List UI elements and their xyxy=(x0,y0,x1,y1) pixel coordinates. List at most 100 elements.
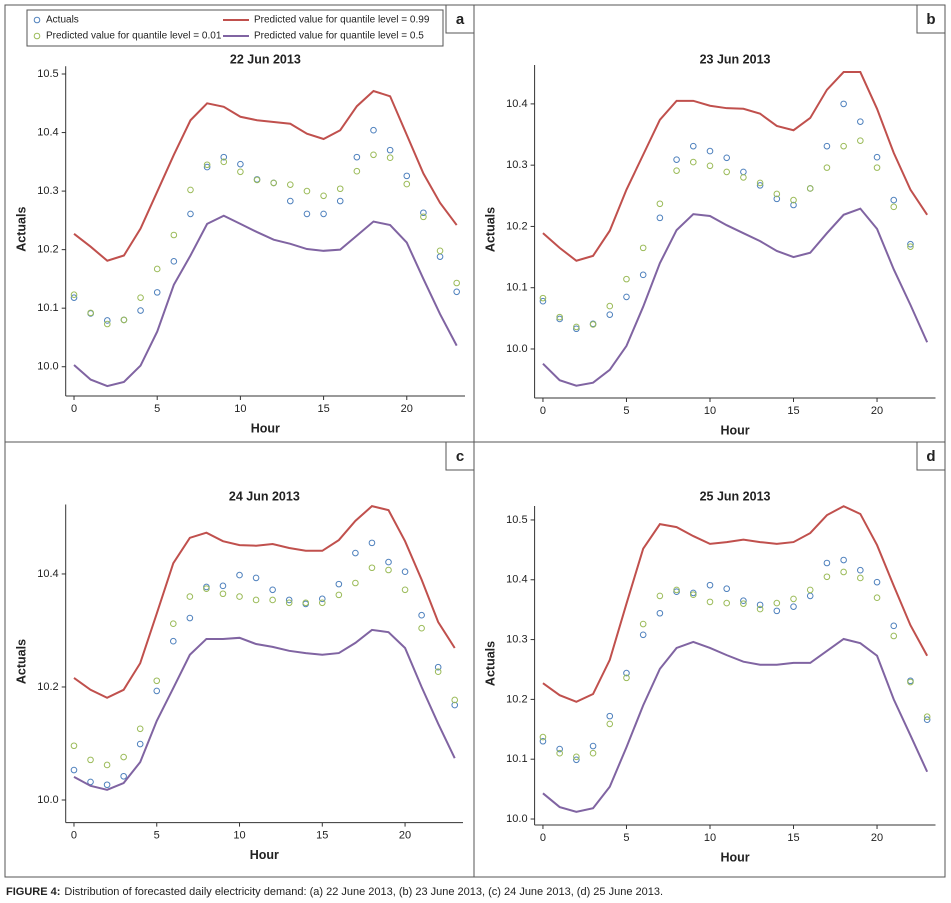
data-point xyxy=(335,580,343,588)
data-point xyxy=(70,766,78,774)
y-tick-label: 10.4 xyxy=(506,98,527,110)
data-point xyxy=(573,323,580,331)
data-point xyxy=(873,153,881,161)
data-point xyxy=(740,597,747,604)
data-point xyxy=(170,637,177,645)
data-point xyxy=(823,164,831,171)
data-point xyxy=(606,311,614,318)
x-tick-label: 5 xyxy=(623,405,629,417)
x-tick-label: 15 xyxy=(787,832,799,844)
legend-box xyxy=(26,9,444,47)
panel: 0 5 10 15 20 10.0 10.1 10.2 10.3 10.4 10.5 25 Jun 2… xyxy=(483,441,946,864)
data-point xyxy=(706,598,714,606)
data-point xyxy=(252,574,260,582)
data-point xyxy=(573,756,580,764)
y-tick-label: 10.0 xyxy=(506,813,527,825)
panel-label: b xyxy=(926,11,935,28)
data-point xyxy=(253,176,261,184)
y-axis-label: Actuals xyxy=(14,639,28,684)
data-point xyxy=(120,772,127,780)
panel: 0 5 10 15 20 10.0 10.1 10.2 10.3 10.4 10.5 22 Jun 2… xyxy=(14,4,475,435)
data-point xyxy=(639,244,647,252)
data-point xyxy=(740,174,747,181)
data-point xyxy=(353,153,361,161)
data-point xyxy=(287,181,294,188)
y-tick-label: 10.2 xyxy=(506,220,527,232)
data-point xyxy=(790,196,797,204)
data-point xyxy=(385,566,392,574)
caption: FIGURE 4: Distribution of forecasted dail… xyxy=(6,886,663,898)
data-point xyxy=(806,185,814,192)
data-point xyxy=(723,154,730,162)
data-point xyxy=(539,737,547,745)
data-point xyxy=(385,558,392,566)
y-tick-label: 10.0 xyxy=(506,343,527,355)
data-point xyxy=(639,271,647,279)
data-point xyxy=(352,549,359,557)
data-point xyxy=(120,316,128,324)
series-line xyxy=(542,637,929,813)
data-point xyxy=(589,749,597,757)
data-point xyxy=(840,142,847,150)
data-point xyxy=(773,607,781,615)
data-point xyxy=(773,599,781,607)
data-point xyxy=(403,172,411,180)
data-point xyxy=(740,168,747,176)
panel: 0 5 10 15 20 10.0 10.2 10.4 24 Jun 2013 Hour Actua… xyxy=(14,441,475,862)
data-point xyxy=(103,761,111,769)
data-point xyxy=(723,585,730,593)
data-point xyxy=(418,624,425,632)
data-point xyxy=(556,749,563,757)
x-tick-label: 20 xyxy=(399,830,411,842)
data-point xyxy=(170,258,178,265)
data-point xyxy=(873,594,881,602)
data-point xyxy=(303,210,311,218)
data-point xyxy=(386,154,394,162)
legend-swatch xyxy=(33,16,41,24)
panel-label-box xyxy=(916,441,946,471)
data-point xyxy=(136,740,144,748)
y-tick-label: 10.1 xyxy=(506,282,527,294)
x-tick-label: 15 xyxy=(317,403,329,415)
data-point xyxy=(436,253,444,260)
chart-title: 22 Jun 2013 xyxy=(230,52,301,66)
data-point xyxy=(70,291,78,299)
y-tick-label: 10.4 xyxy=(37,568,58,580)
data-point xyxy=(401,586,409,594)
data-point xyxy=(203,161,211,169)
data-point xyxy=(287,197,294,205)
data-point xyxy=(589,321,597,328)
data-point xyxy=(623,275,630,283)
data-point xyxy=(451,701,459,709)
data-point xyxy=(187,210,194,218)
series-line xyxy=(73,628,456,791)
data-point xyxy=(689,591,697,599)
data-point xyxy=(823,559,831,567)
data-point xyxy=(352,579,359,587)
x-tick-label: 10 xyxy=(234,403,246,415)
chart-title: 24 Jun 2013 xyxy=(229,489,300,503)
data-point xyxy=(103,781,111,789)
caption-label: FIGURE 4: xyxy=(6,886,60,898)
data-point xyxy=(269,586,276,594)
x-axis-label: Hour xyxy=(720,850,749,864)
data-point xyxy=(436,247,444,255)
data-point xyxy=(706,581,714,589)
legend-label: Actuals xyxy=(46,15,79,26)
y-axis-label: Actuals xyxy=(483,207,497,252)
data-point xyxy=(368,564,376,572)
data-point xyxy=(170,620,177,627)
data-point xyxy=(689,589,697,597)
data-point xyxy=(539,294,547,302)
y-tick-label: 10.0 xyxy=(37,794,58,806)
data-point xyxy=(285,596,293,604)
data-point xyxy=(840,556,847,564)
series-line xyxy=(542,505,929,703)
data-point xyxy=(186,593,194,600)
data-point xyxy=(186,614,194,622)
data-point xyxy=(237,160,244,168)
chart-title: 25 Jun 2013 xyxy=(700,489,771,503)
data-point xyxy=(219,590,227,598)
data-point xyxy=(70,742,78,750)
data-point xyxy=(320,192,327,200)
